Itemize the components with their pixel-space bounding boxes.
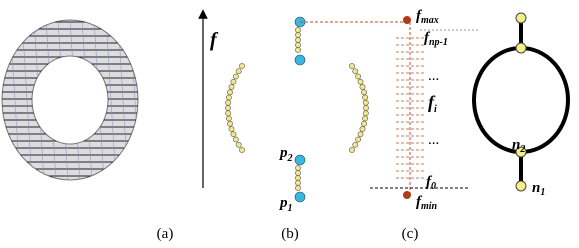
caption: (b) — [281, 226, 299, 242]
sample-point — [233, 74, 238, 79]
sample-point — [349, 147, 354, 152]
sample-point — [236, 69, 241, 74]
sample-point — [295, 170, 300, 175]
sample-point — [363, 100, 368, 105]
sample-point — [295, 37, 300, 42]
torus — [0, 18, 140, 182]
figure: f p2 p1 fmax fnp-1 ... fi ... f0 fmin n2… — [0, 0, 579, 248]
sample-point — [295, 165, 300, 170]
node-label: n2 — [512, 137, 525, 155]
sample-point — [233, 137, 238, 142]
sample-point — [226, 116, 231, 121]
sample-point — [225, 105, 230, 110]
node-label: n1 — [532, 180, 545, 198]
critical-points — [225, 17, 368, 202]
sample-point — [239, 63, 244, 68]
sample-point — [360, 84, 365, 89]
level-ellipsis: ... — [428, 132, 439, 148]
reeb-loop — [474, 48, 568, 152]
sample-point — [363, 111, 368, 116]
reeb-node — [516, 13, 526, 23]
sample-point — [231, 132, 236, 137]
sample-point — [356, 74, 361, 79]
sample-point — [226, 95, 231, 100]
axis-label: f — [210, 29, 219, 51]
level-sets — [300, 16, 480, 199]
sample-point — [295, 175, 300, 180]
reeb-node — [516, 181, 526, 191]
level-label: f0 — [426, 174, 436, 192]
sample-point — [361, 90, 366, 95]
sample-point — [295, 42, 300, 47]
sample-point — [295, 47, 300, 52]
level-label: fnp-1 — [424, 30, 448, 48]
page: {"axis_label": "f", "captions": ["(a)", … — [0, 0, 579, 248]
level-label: fmin — [416, 194, 438, 212]
sample-point — [227, 121, 232, 126]
level-ellipsis: ... — [428, 68, 439, 84]
critical-point — [295, 55, 305, 65]
sample-point — [358, 132, 363, 137]
sample-point — [239, 147, 244, 152]
critical-point — [295, 155, 305, 165]
sample-point — [363, 116, 368, 121]
point-label: p1 — [278, 195, 293, 214]
level-label: fmax — [416, 8, 439, 26]
sample-point — [226, 100, 231, 105]
sample-point — [226, 111, 231, 116]
sample-point — [227, 90, 232, 95]
sample-point — [353, 69, 358, 74]
reeb-graph — [474, 13, 568, 191]
sample-point — [360, 126, 365, 131]
min-point — [403, 191, 411, 199]
torus-surface — [2, 20, 138, 180]
caption: (c) — [402, 226, 419, 242]
sample-point — [231, 79, 236, 84]
point-label: p2 — [278, 145, 293, 164]
caption: (a) — [157, 226, 174, 242]
level-label: fi — [428, 92, 437, 115]
sample-point — [361, 121, 366, 126]
sample-point — [229, 126, 234, 131]
reeb-node — [516, 43, 526, 53]
max-point — [403, 16, 411, 24]
sample-point — [363, 105, 368, 110]
sample-point — [236, 142, 241, 147]
sample-point — [353, 142, 358, 147]
sample-point — [358, 79, 363, 84]
sample-point — [295, 180, 300, 185]
sample-point — [295, 32, 300, 37]
sample-point — [356, 137, 361, 142]
sample-point — [229, 84, 234, 89]
sample-point — [363, 95, 368, 100]
critical-point — [295, 192, 305, 202]
sample-point — [349, 63, 354, 68]
sample-point — [295, 27, 300, 32]
sample-point — [295, 185, 300, 190]
